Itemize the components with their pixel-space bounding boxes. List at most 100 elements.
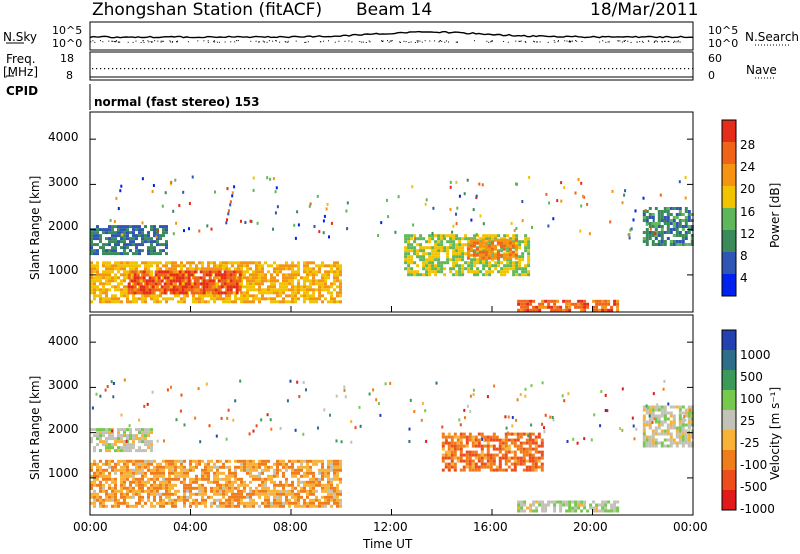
panel1-region1-cell bbox=[99, 440, 102, 444]
panel1-region0-cell bbox=[309, 471, 312, 475]
panel0-region1-cell bbox=[127, 276, 131, 280]
panel0-scatter-point bbox=[297, 223, 300, 227]
panel1-region0-cell bbox=[183, 477, 186, 481]
panel1-region0-cell bbox=[168, 489, 171, 493]
panel1-region0-cell bbox=[267, 465, 270, 469]
panel0-region3-cell bbox=[452, 264, 456, 268]
nsearch-point bbox=[624, 40, 625, 42]
panel1-region4-cell bbox=[681, 432, 685, 436]
panel1-region2-cell bbox=[483, 456, 487, 460]
panel1-scatter-point bbox=[464, 416, 466, 420]
panel0-region1-cell bbox=[166, 285, 170, 289]
panel0-region3-cell bbox=[407, 237, 411, 241]
panel0-scatter-point bbox=[582, 194, 584, 198]
panel1-region0-cell bbox=[231, 504, 234, 508]
panel1-region0-cell bbox=[252, 468, 255, 472]
panel1-region0-cell bbox=[261, 462, 264, 466]
panel1-region0-cell bbox=[144, 462, 147, 466]
panel1-region0-cell bbox=[339, 465, 342, 469]
panel1-region0-cell bbox=[132, 480, 135, 484]
panel1-region4-cell bbox=[657, 405, 661, 409]
panel0-region1-cell bbox=[142, 291, 146, 295]
panel1-region1-cell bbox=[150, 431, 153, 435]
panel1-region0-cell bbox=[183, 504, 186, 508]
panel1-region0-cell bbox=[129, 480, 132, 484]
panel0-region0-cell bbox=[138, 264, 141, 268]
panel0-region1-cell bbox=[160, 270, 164, 274]
panel1-region0-cell bbox=[270, 501, 273, 505]
panel1-region0-cell bbox=[279, 489, 282, 493]
panel0-region6-cell bbox=[684, 219, 688, 222]
panel1-region0-cell bbox=[243, 501, 246, 505]
panel0-region0-cell bbox=[267, 297, 270, 301]
panel1-region0-cell bbox=[225, 465, 228, 469]
panel1-region3-cell bbox=[586, 509, 590, 513]
panel0-region0-cell bbox=[171, 261, 174, 265]
panel1-region2-cell bbox=[456, 441, 460, 445]
panel0-region0-cell bbox=[240, 261, 243, 265]
panel0-region0-cell bbox=[306, 270, 309, 274]
panel0-region1-cell bbox=[187, 273, 191, 277]
panel1-region0-cell bbox=[201, 501, 204, 505]
panel1-region1-cell bbox=[105, 449, 108, 453]
panel0-region6-cell bbox=[666, 210, 670, 213]
panel1-region0-cell bbox=[234, 498, 237, 502]
panel0-scatter-point bbox=[574, 191, 577, 195]
panel0-region0-cell bbox=[123, 273, 126, 277]
panel1-region0-cell bbox=[267, 492, 270, 496]
panel0-region0-cell bbox=[108, 267, 111, 271]
panel1-region2-cell bbox=[462, 432, 466, 436]
panel0-region1-cell bbox=[136, 276, 140, 280]
panel1-region2-cell bbox=[531, 447, 535, 451]
panel0-region0-cell bbox=[231, 264, 234, 268]
panel0-region1-cell bbox=[127, 285, 131, 289]
panel0-region3-cell bbox=[404, 258, 408, 262]
panel0-region0-cell bbox=[189, 264, 192, 268]
panel1-region0-cell bbox=[219, 492, 222, 496]
panel1-region0-cell bbox=[159, 498, 162, 502]
panel1-region0-cell bbox=[270, 480, 273, 484]
panel0-scatter-point bbox=[328, 235, 330, 239]
panel1-region2-cell bbox=[501, 441, 505, 445]
panel1-region0-cell bbox=[213, 465, 216, 469]
panel1-region4-cell bbox=[642, 426, 646, 430]
panel1-region2-cell bbox=[459, 432, 463, 436]
panel1-region4-cell bbox=[651, 432, 655, 436]
panel1-region2-cell bbox=[471, 453, 475, 457]
panel1-region0-cell bbox=[195, 492, 198, 496]
nsearch-point bbox=[525, 41, 527, 43]
panel1-region0-cell bbox=[132, 489, 135, 493]
panel1-region0-cell bbox=[138, 471, 141, 475]
panel1-region0-cell bbox=[150, 477, 153, 481]
panel0-region3-cell bbox=[524, 273, 528, 277]
panel1-region0-cell bbox=[249, 474, 252, 478]
panel0-region2-cell bbox=[120, 231, 123, 235]
panel0-region1-cell bbox=[202, 273, 206, 277]
panel0-region3-cell bbox=[488, 267, 492, 271]
panel1-region0-cell bbox=[138, 489, 141, 493]
panel0-region0-cell bbox=[90, 291, 93, 295]
panel1-region0-cell bbox=[162, 465, 165, 469]
panel0-region6-cell bbox=[654, 243, 658, 246]
panel0-region0-cell bbox=[282, 297, 285, 301]
panel1-region2-cell bbox=[504, 453, 508, 457]
panel0-region3-cell bbox=[431, 234, 435, 238]
panel1-region2-cell bbox=[489, 462, 493, 466]
panel1-region0-cell bbox=[297, 489, 300, 493]
panel1-region1-cell bbox=[96, 428, 99, 432]
panel0-region0-cell bbox=[258, 270, 261, 274]
panel1-region4-cell bbox=[663, 417, 667, 421]
panel0-region1-cell bbox=[193, 285, 197, 289]
panel0-region0-cell bbox=[201, 261, 204, 265]
nsearch-point bbox=[323, 40, 325, 42]
power-colorbar-swatch bbox=[722, 230, 736, 253]
panel1-region3-cell bbox=[598, 503, 602, 507]
panel0-region5-cell bbox=[538, 305, 542, 309]
panel1-region2-cell bbox=[534, 441, 538, 445]
velocity-colorbar-swatch bbox=[722, 390, 736, 411]
panel1-region0-cell bbox=[108, 495, 111, 499]
panel1-region3-cell bbox=[583, 500, 587, 504]
panel1-region0-cell bbox=[114, 501, 117, 505]
panel0-region0-cell bbox=[243, 291, 246, 295]
panel0-scatter-point bbox=[563, 186, 566, 190]
